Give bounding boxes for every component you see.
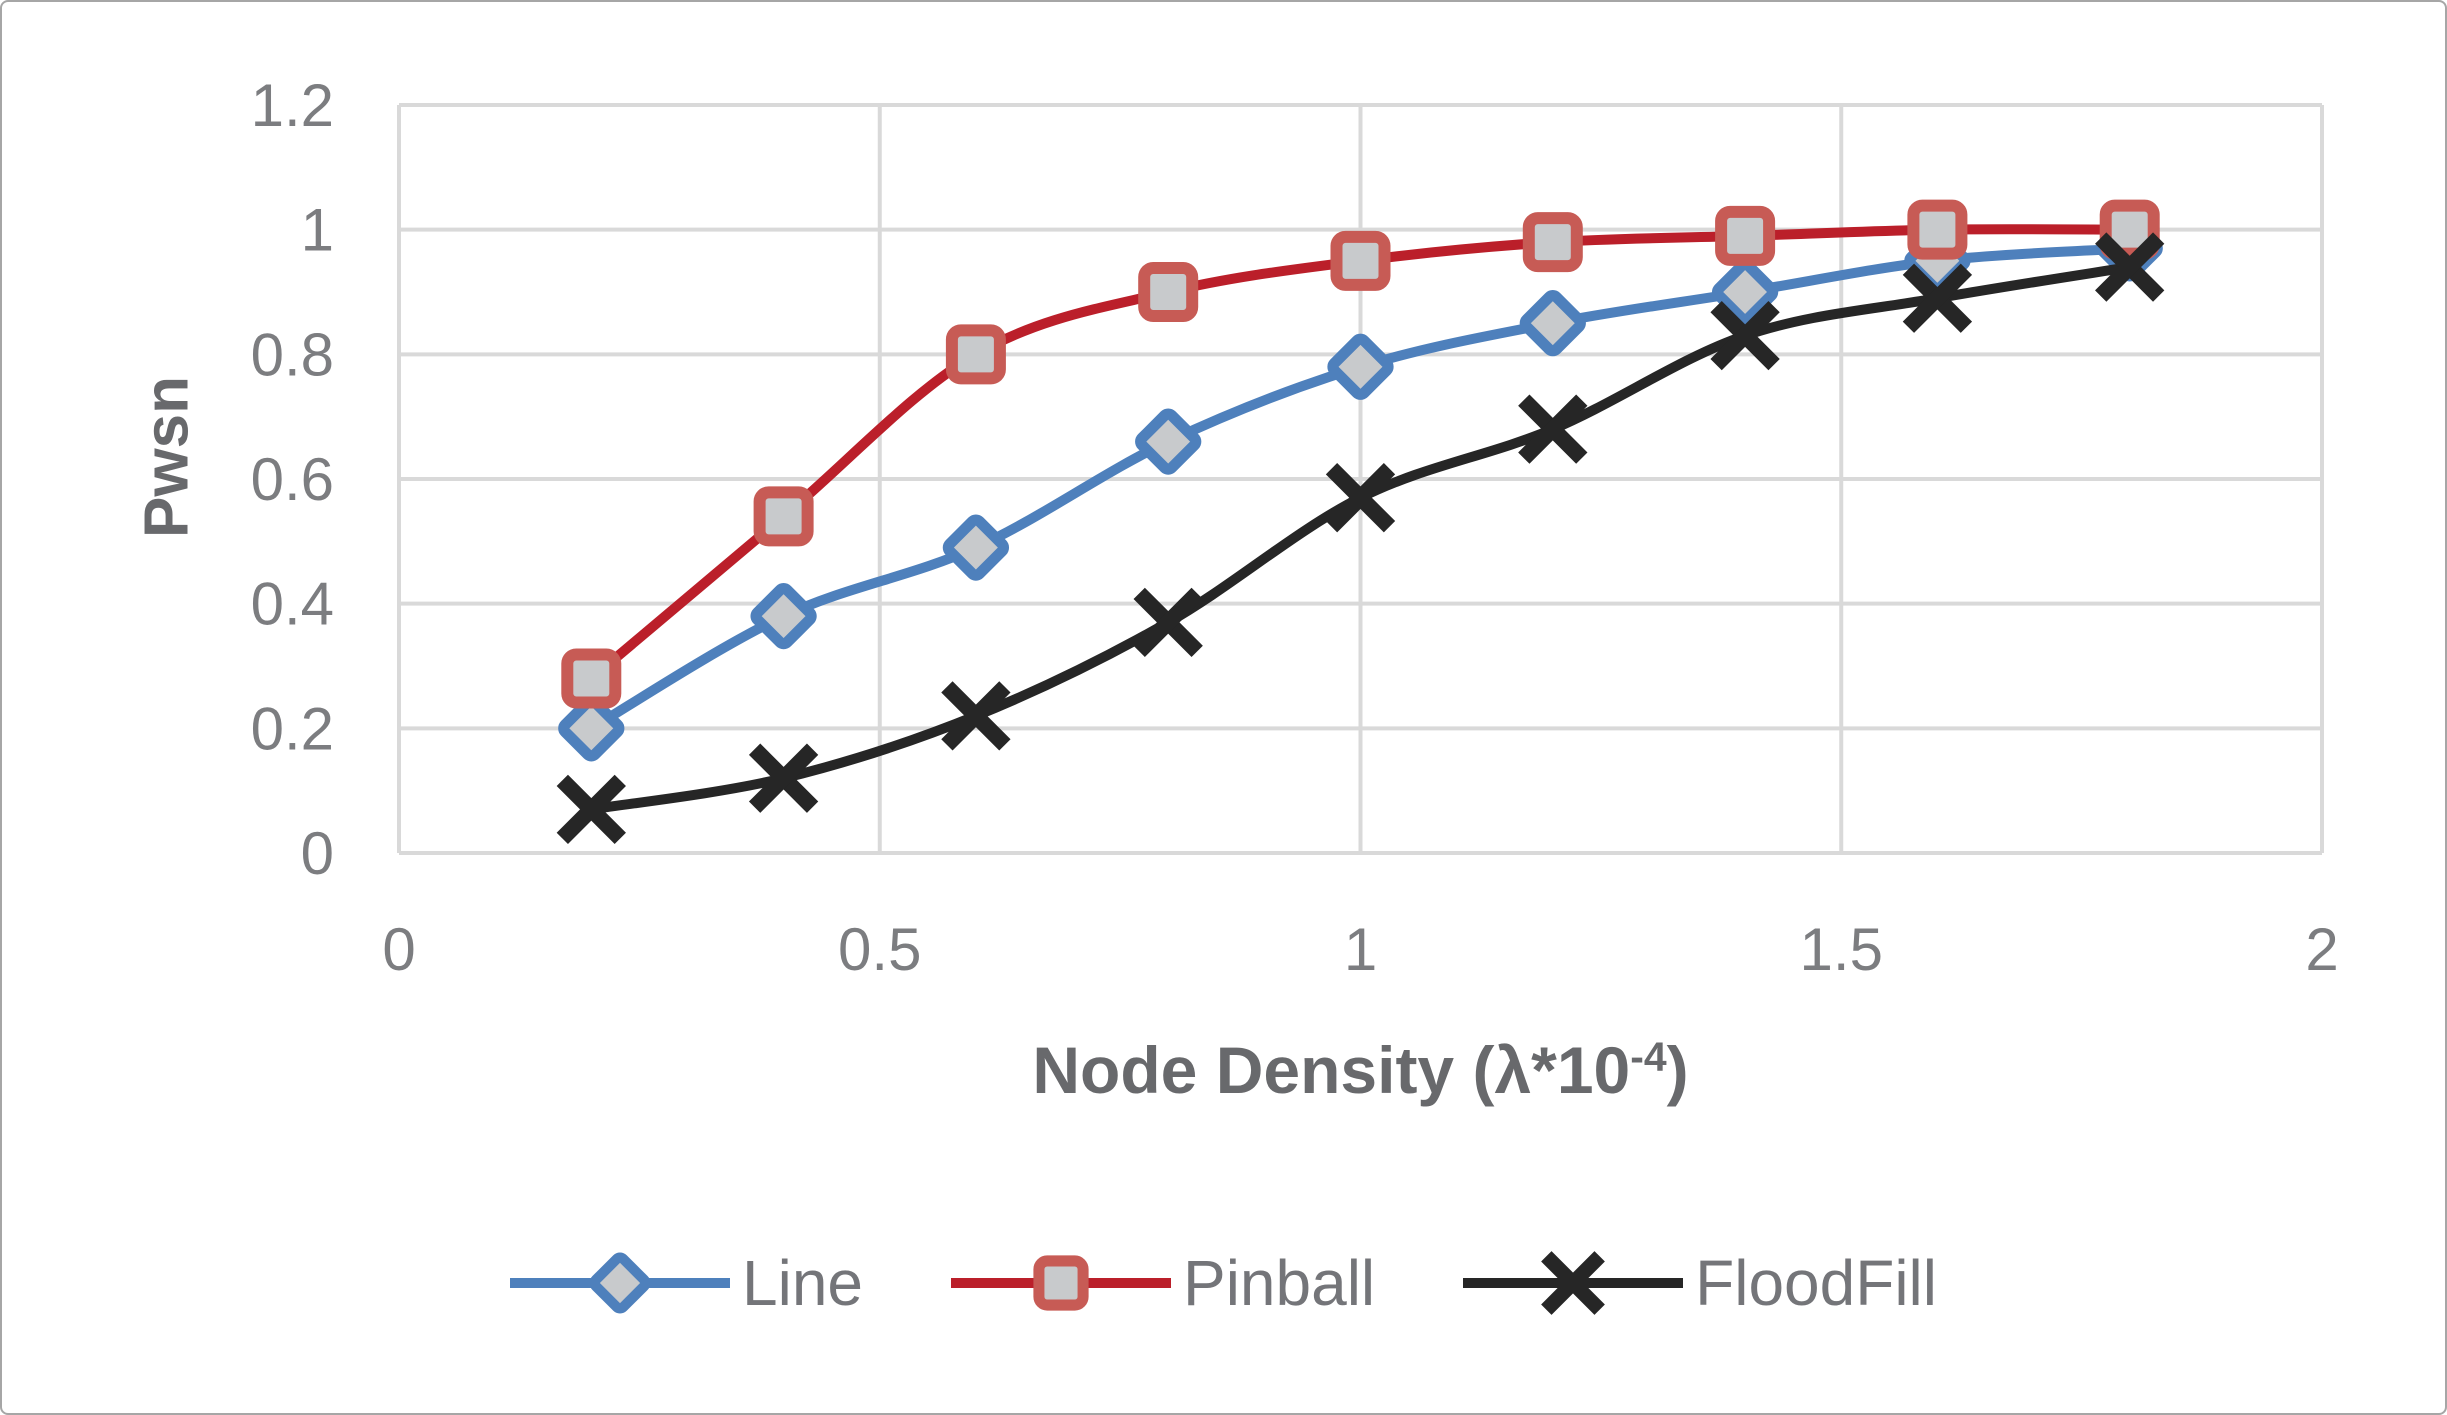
legend-label-floodfill: FloodFill xyxy=(1695,1247,1937,1319)
square-marker xyxy=(1907,199,1968,260)
square-marker xyxy=(1033,1255,1089,1311)
x-tick-label: 2 xyxy=(2305,916,2338,983)
x-axis-title-superscript: -4 xyxy=(1630,1033,1667,1080)
y-tick-label: 1 xyxy=(301,197,334,264)
diamond-marker xyxy=(1711,258,1779,326)
diamond-marker xyxy=(589,1252,651,1314)
legend: Line Pinball FloodFill xyxy=(2,1246,2445,1320)
x-marker-stroke xyxy=(1541,1251,1606,1315)
x-marker-stroke xyxy=(556,774,626,845)
x-marker-stroke xyxy=(1133,587,1203,658)
diamond-marker xyxy=(750,583,817,650)
x-tick-label: 0 xyxy=(382,916,415,983)
y-tick-label: 0.6 xyxy=(251,446,334,513)
legend-item-pinball: Pinball xyxy=(951,1246,1375,1320)
x-axis-title: Node Density (λ*10-4) xyxy=(399,1032,2322,1108)
legend-label-pinball: Pinball xyxy=(1183,1247,1376,1319)
diamond-marker xyxy=(558,695,625,762)
legend-marker-line-series xyxy=(510,1252,731,1314)
diamond-marker xyxy=(942,514,1010,581)
y-tick-label: 0.8 xyxy=(251,321,334,388)
square-marker xyxy=(1138,262,1199,322)
x-marker-stroke xyxy=(1518,394,1588,464)
square-marker xyxy=(945,324,1006,385)
x-axis-title-base: Node Density (λ*10 xyxy=(1032,1033,1631,1107)
legend-label-line: Line xyxy=(742,1247,864,1319)
x-axis-title-suffix: ) xyxy=(1666,1033,1689,1107)
legend-marker-floodfill-series xyxy=(1463,1251,1684,1315)
square-marker xyxy=(561,648,622,709)
x-marker-stroke xyxy=(748,743,819,813)
square-marker xyxy=(1330,230,1391,291)
y-axis-title: Pwsn xyxy=(132,376,202,538)
square-marker xyxy=(2099,199,2160,260)
x-marker-stroke xyxy=(1902,263,1973,333)
y-tick-label: 0.2 xyxy=(251,695,334,762)
diamond-marker xyxy=(1519,290,1586,357)
square-marker xyxy=(1715,205,1776,266)
legend-item-floodfill: FloodFill xyxy=(1463,1246,1937,1320)
x-tick-label: 1 xyxy=(1344,916,1377,983)
legend-item-line: Line xyxy=(510,1246,863,1320)
x-marker-stroke xyxy=(1325,463,1396,533)
x-marker-stroke xyxy=(941,681,1011,751)
diamond-marker xyxy=(1135,408,1202,475)
square-marker xyxy=(1522,212,1583,273)
x-tick-label: 0.5 xyxy=(838,916,921,983)
legend-marker-pinball-series xyxy=(951,1255,1172,1311)
y-tick-label: 0 xyxy=(301,820,334,887)
x-marker-stroke xyxy=(2095,232,2165,302)
diamond-marker xyxy=(1327,333,1394,400)
x-marker-stroke xyxy=(1710,300,1780,371)
y-tick-label: 1.2 xyxy=(251,72,334,139)
square-marker xyxy=(753,486,814,547)
x-tick-label: 1.5 xyxy=(1800,916,1883,983)
y-tick-label: 0.4 xyxy=(251,571,334,638)
